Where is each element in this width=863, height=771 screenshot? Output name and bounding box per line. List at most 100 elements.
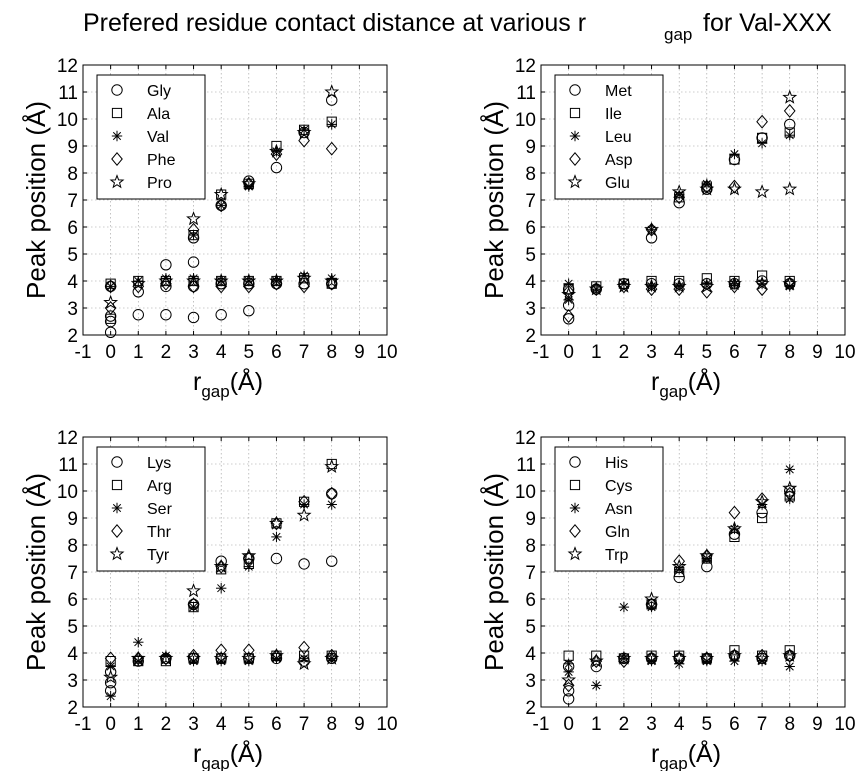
x-tick-label: 8 bbox=[326, 714, 337, 735]
x-tick-label: 10 bbox=[376, 714, 397, 735]
y-tick-label: 8 bbox=[67, 536, 78, 557]
y-tick-label: 5 bbox=[67, 617, 78, 638]
data-point-tyr bbox=[186, 650, 201, 665]
x-tick-label: 9 bbox=[812, 714, 823, 735]
legend-marker-his bbox=[569, 456, 581, 468]
legend-label-cys: Cys bbox=[605, 478, 633, 495]
data-point-glu bbox=[727, 181, 742, 196]
data-point-val bbox=[215, 200, 227, 211]
x-tick-label: 9 bbox=[812, 342, 823, 363]
data-point-glu bbox=[699, 181, 715, 196]
legend-marker-thr bbox=[111, 524, 123, 538]
data-point-leu bbox=[784, 130, 795, 141]
x-tick-label: 1 bbox=[133, 342, 144, 363]
data-point-glu bbox=[754, 184, 770, 199]
legend-marker-asn bbox=[569, 502, 581, 514]
data-point-gly bbox=[104, 310, 117, 322]
chart-panel-2: -1 0 1 2 3 4 5 6 7 8 9 1023456789101112rgap(Å)Peak … bbox=[479, 56, 856, 401]
figure-title-subscript: gap bbox=[664, 25, 692, 44]
y-axis-label: Peak position (Å) bbox=[21, 473, 51, 671]
data-point-trp bbox=[782, 647, 798, 663]
y-tick-label: 3 bbox=[525, 671, 536, 692]
y-tick-label: 9 bbox=[67, 509, 78, 530]
data-point-gly bbox=[104, 315, 117, 328]
figure-title: Prefered residue contact distance at var… bbox=[83, 9, 832, 44]
data-point-lys bbox=[298, 558, 310, 570]
data-point-val bbox=[105, 281, 116, 292]
y-axis-label: Peak position (Å) bbox=[479, 473, 509, 671]
x-axis-label: rgap(Å) bbox=[193, 738, 263, 771]
data-point-val bbox=[326, 119, 337, 130]
data-point-arg bbox=[216, 564, 227, 575]
data-point-lys bbox=[215, 555, 227, 567]
data-point-gln bbox=[728, 505, 741, 520]
y-tick-label: 8 bbox=[525, 536, 536, 557]
x-tick-label: 0 bbox=[105, 342, 116, 363]
data-point-asn bbox=[618, 601, 630, 613]
data-point-thr bbox=[215, 643, 228, 658]
legend-label-met: Met bbox=[605, 83, 632, 100]
y-tick-label: 10 bbox=[515, 482, 536, 503]
data-point-gln bbox=[756, 492, 768, 507]
data-point-tyr bbox=[213, 558, 229, 573]
data-point-tyr bbox=[324, 458, 340, 474]
legend-label-asn: Asn bbox=[605, 501, 633, 518]
legend: Met Ile Leu Asp Glu bbox=[554, 74, 664, 200]
data-point-gly bbox=[243, 305, 255, 317]
data-point-trp bbox=[754, 493, 770, 509]
legend-label-ala: Ala bbox=[147, 106, 170, 123]
x-tick-label: 1 bbox=[591, 714, 602, 735]
y-tick-label: 3 bbox=[67, 299, 78, 320]
y-tick-label: 8 bbox=[525, 164, 536, 185]
y-tick-label: 2 bbox=[67, 698, 78, 719]
data-point-pro bbox=[213, 186, 229, 201]
x-tick-label: 1 bbox=[591, 342, 602, 363]
y-tick-label: 6 bbox=[525, 590, 536, 611]
data-point-ser bbox=[133, 637, 144, 648]
data-point-glu bbox=[754, 275, 770, 291]
y-tick-label: 11 bbox=[516, 455, 536, 476]
figure-title-main: Prefered residue contact distance at var… bbox=[83, 9, 586, 37]
data-point-trp bbox=[644, 650, 659, 665]
data-point-tyr bbox=[241, 650, 257, 665]
data-point-gly bbox=[187, 311, 200, 324]
data-point-ser bbox=[326, 499, 337, 510]
data-point-tyr bbox=[324, 650, 340, 665]
series-glu bbox=[561, 89, 798, 301]
x-tick-label: 4 bbox=[674, 714, 685, 735]
data-point-trp bbox=[561, 672, 577, 687]
x-tick-label: 5 bbox=[702, 342, 713, 363]
series-trp bbox=[561, 480, 798, 687]
x-tick-label: 8 bbox=[784, 714, 795, 735]
y-tick-label: 9 bbox=[67, 137, 78, 158]
legend-marker-ala bbox=[111, 107, 123, 119]
y-tick-label: 2 bbox=[525, 698, 536, 719]
data-point-tyr bbox=[296, 655, 312, 671]
data-point-asp bbox=[562, 309, 575, 324]
x-tick-label: 2 bbox=[619, 714, 630, 735]
data-point-phe bbox=[187, 222, 200, 237]
legend-marker-leu bbox=[569, 130, 581, 142]
data-point-gly bbox=[160, 259, 172, 271]
data-point-lys bbox=[326, 555, 338, 567]
data-point-cys bbox=[756, 512, 768, 524]
y-tick-label: 4 bbox=[525, 644, 536, 665]
legend-marker-phe bbox=[111, 152, 123, 166]
data-point-tyr bbox=[296, 507, 312, 522]
x-tick-label: 2 bbox=[161, 342, 172, 363]
data-point-ser bbox=[105, 691, 116, 702]
x-tick-label: 5 bbox=[244, 714, 255, 735]
x-tick-label: -1 bbox=[533, 342, 550, 363]
y-tick-label: 5 bbox=[525, 245, 536, 266]
data-point-asn bbox=[591, 680, 602, 691]
data-point-his bbox=[562, 685, 575, 697]
data-point-pro bbox=[213, 273, 229, 288]
data-point-asp bbox=[728, 179, 741, 194]
data-point-gly bbox=[187, 256, 200, 268]
data-point-pro bbox=[324, 273, 340, 288]
legend-marker-trp bbox=[567, 546, 583, 561]
data-point-trp bbox=[754, 650, 770, 665]
data-point-pro bbox=[186, 273, 201, 288]
